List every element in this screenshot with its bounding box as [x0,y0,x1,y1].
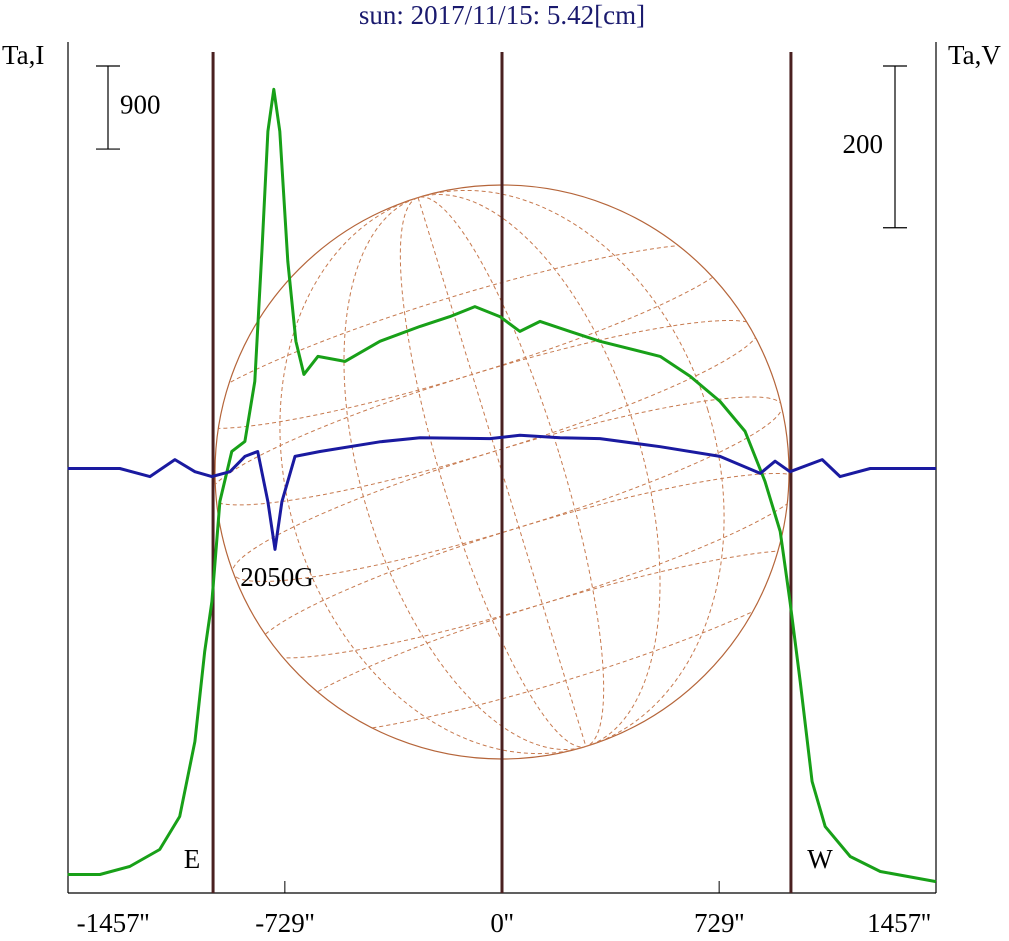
y-axis-label: Ta,I [2,40,44,70]
scale-bar-label: 200 [843,129,884,159]
chart-title: sun: 2017/11/15: 5.42[cm] [359,0,645,30]
annotation: W [807,844,833,874]
y2-axis-label: Ta,V [948,40,1001,70]
x-tick-label: 1457'' [867,908,931,938]
x-tick-label: 729'' [694,908,744,938]
x-tick-label: -729'' [255,908,314,938]
x-tick-label: 0'' [490,908,513,938]
annotation: E [184,844,201,874]
scale-bar-label: 900 [120,90,161,120]
data-line [67,87,937,884]
data-line [67,433,936,551]
x-tick-label: -1457'' [77,908,150,938]
annotation: 2050G [240,562,314,592]
